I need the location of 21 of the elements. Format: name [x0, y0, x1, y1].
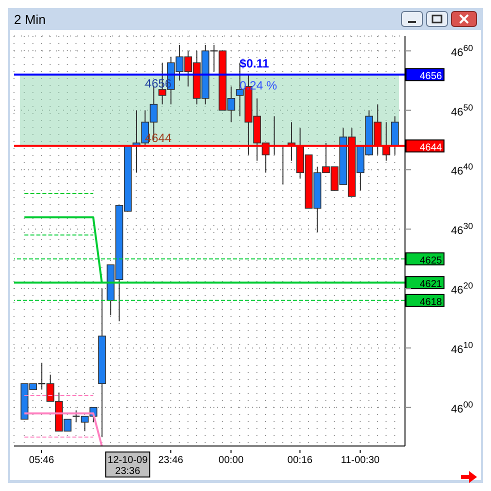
- ref-line-label: 4644: [420, 142, 442, 154]
- candlestick: [390, 116, 399, 156]
- x-tick-label: 12-10-09 23:36: [108, 455, 148, 477]
- ref-line-label: 4621: [420, 279, 442, 290]
- x-tick-label: 11-00:30: [340, 455, 380, 466]
- y-tick-label: 46$^{40}$: [450, 162, 474, 178]
- annotation: $0.11: [240, 56, 270, 71]
- y-tick-label: 46$^{10}$: [450, 340, 474, 356]
- x-tick-label: 00:00: [218, 455, 244, 466]
- ref-line-label: 4656: [420, 71, 442, 82]
- x-tick-label: 00:16: [287, 455, 313, 466]
- x-tick-label: 05:46: [29, 455, 54, 466]
- y-tick-label: 46$^{60}$: [450, 42, 474, 59]
- y-tick-label: 46$^{30}$: [450, 221, 474, 238]
- y-tick-label: 46$^{00}$: [450, 399, 474, 416]
- chart-title: 2 Min: [14, 12, 46, 26]
- ref-line-label: 4618: [420, 296, 442, 308]
- y-tick-label: 46$^{50}$: [450, 102, 474, 118]
- y-tick-label: 46$^{20}$: [450, 280, 474, 297]
- x-tick-label: 23:46: [158, 455, 184, 466]
- ref-line-label: 4625: [420, 255, 442, 266]
